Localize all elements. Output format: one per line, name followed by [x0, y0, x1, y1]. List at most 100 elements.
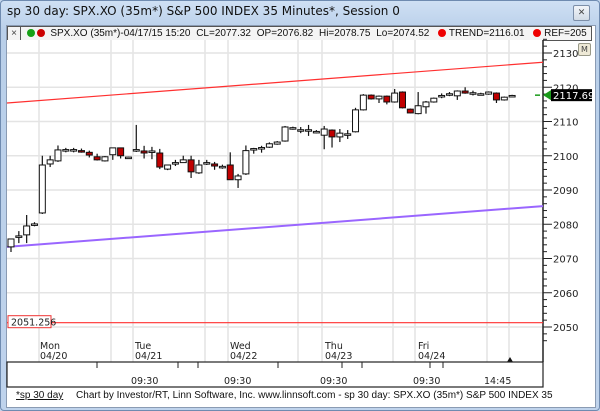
candle-body	[85, 151, 93, 156]
legend-close: CL=2077.32	[196, 28, 251, 39]
y-tick-label: 2090	[553, 186, 578, 197]
date-label: 04/24	[418, 351, 445, 362]
y-tick-label: 2080	[553, 220, 578, 231]
candle-body	[148, 150, 156, 153]
candle-body	[70, 149, 78, 152]
candle-body	[171, 162, 179, 165]
green-status-icon	[26, 29, 35, 37]
y-tick-label: 2130	[553, 49, 578, 60]
candle-body	[375, 95, 383, 100]
window-title: sp 30 day: SPX.XO (35m*) S&P 500 INDEX 3…	[7, 4, 400, 18]
candle-body	[399, 91, 406, 109]
date-label: 04/20	[40, 351, 67, 362]
candle-body	[30, 223, 38, 226]
candle-body	[164, 164, 172, 170]
close-icon[interactable]: ✕	[573, 5, 590, 21]
lower-trend-line	[6, 205, 544, 248]
candle-body	[414, 105, 422, 115]
ref-indicator-icon	[533, 29, 542, 37]
day-label: Wed	[230, 341, 251, 352]
candle-body	[445, 93, 453, 96]
candle-body	[117, 147, 125, 157]
legend-close-button[interactable]: ×	[8, 27, 21, 40]
candle-body	[422, 101, 430, 108]
candle-body	[430, 97, 438, 103]
candle-body	[62, 149, 70, 152]
candle-body	[312, 130, 320, 134]
candle-body	[211, 163, 219, 167]
candle-body	[297, 129, 305, 132]
candle-body	[406, 108, 414, 114]
candle-body	[93, 156, 101, 161]
trend-indicator-icon	[438, 29, 447, 37]
last-price-box	[551, 89, 592, 102]
legend-low: Lo=2074.52	[376, 28, 430, 39]
candle-body	[250, 148, 258, 151]
candle-body	[477, 93, 485, 96]
candle-body	[140, 150, 148, 154]
candle-body	[438, 94, 446, 98]
candle-body	[46, 159, 54, 165]
candle-body	[234, 175, 242, 181]
y-tick-label: 2050	[553, 323, 578, 334]
date-label: 04/23	[325, 351, 352, 362]
candle-body	[320, 128, 328, 136]
candle-body	[391, 92, 399, 103]
legend-ref: REF=205	[544, 28, 587, 39]
candle-body	[54, 149, 62, 162]
day-label: Fri	[418, 341, 429, 352]
ref-line-label: 2051.256	[11, 318, 56, 329]
candle-body	[109, 147, 117, 156]
time-label: 09:30	[413, 376, 440, 387]
time-label: 09:30	[224, 376, 251, 387]
candle-body	[203, 162, 211, 165]
candle-body	[195, 164, 203, 174]
legend-open: OP=2076.82	[256, 28, 314, 39]
candle-body	[15, 235, 23, 238]
ref-line-label-box	[7, 315, 52, 329]
candle-body	[383, 95, 391, 103]
candle-body	[359, 94, 367, 111]
candle-body	[179, 159, 187, 164]
candle-body	[218, 165, 226, 169]
time-axis	[6, 361, 544, 388]
candle-body	[469, 92, 477, 95]
candle-body	[7, 238, 15, 248]
time-label: 09:30	[131, 376, 158, 387]
candle-body	[187, 159, 195, 173]
upper-trend-line	[6, 61, 544, 104]
y-tick-label: 2070	[553, 255, 578, 266]
candle-body	[101, 156, 109, 162]
y-tick-label: 2110	[553, 118, 578, 129]
candle-body	[508, 94, 516, 98]
red-status-icon	[36, 29, 45, 37]
last-price-arrow-icon	[543, 90, 551, 101]
date-label: 04/21	[135, 351, 162, 362]
y-tick-label: 2060	[553, 289, 578, 300]
candle-body	[500, 96, 508, 101]
m-button[interactable]: M	[578, 43, 591, 56]
candle-body	[242, 150, 250, 175]
candle-body	[485, 91, 493, 95]
day-label: Thu	[324, 341, 343, 352]
candle-body	[492, 92, 500, 101]
status-bar: *sp 30 day Chart by Investor/RT, Linn So…	[16, 390, 553, 401]
time-label: 09:30	[320, 376, 347, 387]
time-label: 14:45	[484, 376, 511, 387]
y-tick-label: 2100	[553, 152, 578, 163]
legend-symbol: SPX.XO (35m*)-04/17/15 15:20	[50, 28, 191, 39]
legend-trend: TREND=2116.01	[448, 28, 525, 39]
candle-body	[367, 94, 375, 100]
chart-page-link[interactable]: *sp 30 day	[16, 390, 64, 401]
y-tick-label: 2120	[553, 83, 578, 94]
candle-body	[258, 147, 266, 150]
candle-body	[38, 164, 46, 214]
candle-body	[132, 149, 140, 152]
candle-body	[328, 129, 336, 138]
plot-area	[7, 40, 543, 362]
candle-body	[344, 133, 352, 136]
candle-body	[453, 90, 461, 97]
candle-body	[305, 129, 313, 132]
candle-body	[461, 90, 469, 94]
